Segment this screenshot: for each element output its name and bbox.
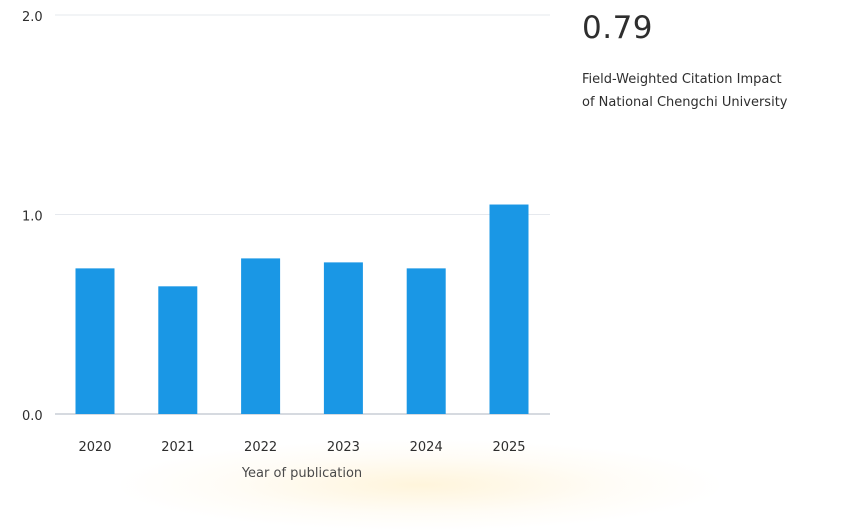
x-tick-label-2020: 2020	[78, 440, 111, 455]
fwci-bar-chart: 0.0 1.0 2.0 2020 2021 2022 2023 2024 2025 Year …	[22, 10, 550, 481]
y-tick-label: 2.0	[22, 10, 43, 25]
x-tick-label-2021: 2021	[161, 440, 194, 455]
y-axis-ticks: 0.0 1.0 2.0	[22, 10, 43, 424]
bar-2022[interactable]	[241, 258, 281, 414]
bar-2024[interactable]	[406, 268, 446, 414]
fwci-caption: Field-Weighted Citation Impact of Nation…	[582, 68, 842, 114]
bar-2021[interactable]	[158, 286, 198, 414]
fwci-caption-line-1: Field-Weighted Citation Impact	[582, 72, 782, 87]
fwci-caption-line-2: of National Chengchi University	[582, 95, 788, 110]
x-axis-label: Year of publication	[241, 466, 362, 481]
y-tick-label: 0.0	[22, 409, 43, 424]
x-tick-label-2025: 2025	[492, 440, 525, 455]
fwci-value: 0.79	[582, 10, 654, 46]
x-tick-label-2024: 2024	[410, 440, 443, 455]
x-tick-label-2023: 2023	[327, 440, 360, 455]
y-tick-label: 1.0	[22, 210, 43, 225]
bar-2023[interactable]	[323, 262, 363, 414]
bar-2025[interactable]	[489, 204, 529, 414]
gridlines	[55, 14, 550, 415]
bars	[75, 204, 529, 414]
chart-canvas: 0.0 1.0 2.0 2020 2021 2022 2023 2024 2025 Year …	[22, 10, 550, 481]
bar-2020[interactable]	[75, 268, 115, 414]
x-tick-label-2022: 2022	[244, 440, 277, 455]
x-axis-ticks: 2020 2021 2022 2023 2024 2025	[78, 440, 525, 455]
fwci-metric-panel: 0.79 Field-Weighted Citation Impact of N…	[582, 10, 842, 114]
